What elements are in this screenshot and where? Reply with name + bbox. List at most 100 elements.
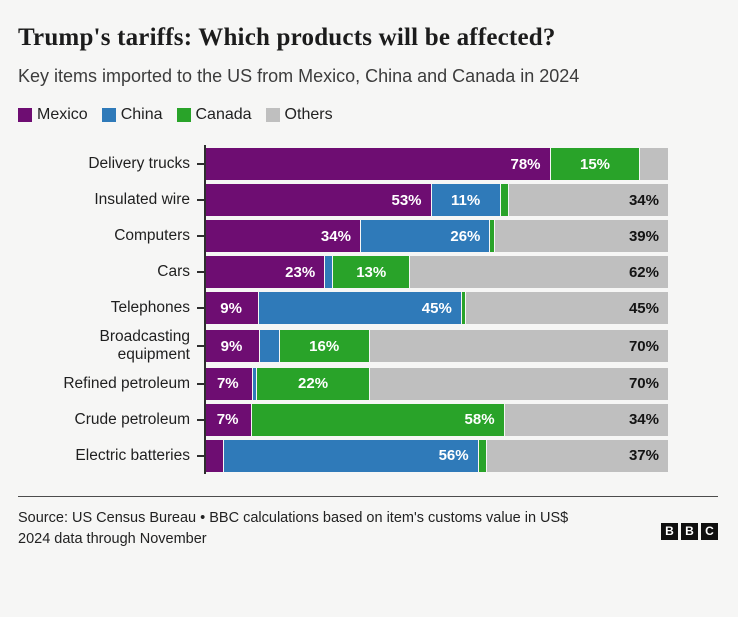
bar-value-label: 37%: [628, 447, 659, 465]
category-label-text: Broadcasting equipment: [99, 328, 190, 364]
bar-value-label: 34%: [320, 227, 351, 245]
bar-segment-mexico: 23%: [204, 256, 325, 289]
footer-divider: [18, 495, 718, 497]
axis-tick-icon: [197, 163, 204, 166]
axis-tick-icon: [197, 199, 204, 202]
bar-value-label: 53%: [391, 191, 422, 209]
bar-segment-mexico: 53%: [204, 184, 431, 217]
category-label-text: Computers: [114, 227, 190, 245]
bar-segment-mexico: 9%: [204, 330, 260, 363]
bar-value-label: 16%: [309, 337, 340, 355]
stacked-bar: 7% 58% 34%: [204, 403, 668, 436]
chart-row: Telephones 9% 45% 45%: [18, 292, 668, 325]
y-axis-line: [204, 145, 206, 474]
axis-tick-icon: [197, 307, 204, 310]
legend-label: Canada: [195, 106, 252, 124]
bbc-logo-letter: B: [661, 522, 678, 540]
bar-value-label: 11%: [450, 191, 481, 209]
chart-row: Broadcasting equipment 9% 16% 70%: [18, 328, 668, 364]
canada-swatch-icon: [176, 108, 191, 123]
source-text: Source: US Census Bureau • BBC calculati…: [18, 509, 569, 526]
bar-segment-china: [260, 330, 279, 363]
axis-tick-icon: [197, 418, 204, 421]
category-label-text: Crude petroleum: [74, 411, 190, 429]
bar-segment-china: 45%: [259, 292, 461, 325]
bar-segment-mexico: 7%: [204, 403, 252, 436]
bar-value-label: 26%: [450, 227, 481, 245]
bar-segment-mexico: 78%: [204, 148, 550, 181]
bar-segment-others: 45%: [466, 292, 668, 325]
bar-segment-others: 62%: [410, 256, 668, 289]
category-label-text: Electric batteries: [75, 447, 190, 465]
bar-segment-others: 70%: [369, 330, 668, 363]
bar-value-label: 70%: [628, 337, 659, 355]
stacked-bar: 23% 13% 62%: [204, 256, 668, 289]
bar-value-label: 9%: [220, 337, 243, 355]
chart-row: Delivery trucks 78% 15%: [18, 148, 668, 181]
legend-label: Mexico: [37, 106, 88, 124]
chart-row: Cars 23% 13% 62%: [18, 256, 668, 289]
bar-value-label: 62%: [628, 263, 659, 281]
bar-value-label: 34%: [628, 191, 659, 209]
bar-value-label: 45%: [421, 299, 452, 317]
bar-value-label: 70%: [628, 375, 659, 393]
mexico-swatch-icon: [18, 108, 32, 123]
chart-row: Computers 34% 26% 39%: [18, 220, 668, 253]
bar-value-label: 56%: [438, 447, 469, 465]
bar-value-label: 13%: [356, 263, 387, 281]
legend-item-china: China: [101, 106, 163, 124]
bar-segment-canada: 58%: [252, 403, 504, 436]
bar-segment-mexico: 34%: [204, 220, 360, 253]
bar-value-label: 15%: [579, 155, 611, 173]
bar-segment-others: 37%: [487, 439, 668, 472]
stacked-bar: 53% 11% 34%: [204, 184, 668, 217]
bar-value-label: 78%: [510, 155, 541, 173]
bbc-logo-letter: B: [681, 522, 698, 540]
bar-segment-others: 34%: [504, 403, 668, 436]
bar-segment-china: [252, 367, 257, 400]
chart-row: Electric batteries 56% 37%: [18, 439, 668, 472]
bar-segment-canada: [490, 220, 494, 253]
chart-title: Trump's tariffs: Which products will be …: [18, 24, 556, 51]
bar-segment-china: 11%: [431, 184, 500, 217]
category-label-text: Refined petroleum: [63, 375, 190, 393]
bar-segment-china: 26%: [360, 220, 490, 253]
bar-chart-rows: Delivery trucks 78% 15% Insulated wire 53% 11…: [18, 148, 668, 472]
bar-value-label: 39%: [628, 227, 659, 245]
bar-segment-canada: 16%: [279, 330, 369, 363]
bar-segment-others: 70%: [369, 367, 668, 400]
category-label: Refined petroleum: [18, 368, 204, 400]
category-label: Insulated wire: [18, 184, 204, 216]
axis-tick-icon: [197, 382, 204, 385]
legend-item-mexico: Mexico: [18, 106, 88, 124]
stacked-bar: 7% 22% 70%: [204, 367, 668, 400]
bar-segment-canada: [500, 184, 508, 217]
category-label-text: Cars: [157, 263, 190, 281]
chart-row: Refined petroleum 7% 22% 70%: [18, 367, 668, 400]
bar-segment-others: 34%: [508, 184, 668, 217]
bar-value-label: 22%: [298, 375, 329, 393]
bar-segment-others: [640, 148, 668, 181]
bar-segment-canada: 22%: [257, 367, 369, 400]
bar-segment-china: 56%: [224, 439, 478, 472]
stacked-bar: 9% 16% 70%: [204, 330, 668, 363]
bar-value-label: 58%: [464, 411, 495, 429]
category-label: Cars: [18, 256, 204, 288]
category-label-text: Delivery trucks: [88, 155, 190, 173]
bar-segment-mexico: [204, 439, 224, 472]
footer-text-block: Source: US Census Bureau • BBC calculati…: [18, 508, 626, 550]
bar-value-label: 7%: [216, 411, 239, 429]
bar-segment-canada: [478, 439, 487, 472]
bar-segment-mexico: 9%: [204, 292, 259, 325]
bar-value-label: 7%: [216, 375, 239, 393]
category-label: Broadcasting equipment: [18, 328, 204, 364]
category-label: Telephones: [18, 292, 204, 324]
chart-subtitle: Key items imported to the US from Mexico…: [18, 66, 580, 86]
category-label-text: Insulated wire: [94, 191, 190, 209]
bar-value-label: 34%: [628, 411, 659, 429]
legend-label: Others: [284, 106, 333, 124]
bar-value-label: 45%: [628, 299, 659, 317]
bar-segment-others: 39%: [494, 220, 668, 253]
